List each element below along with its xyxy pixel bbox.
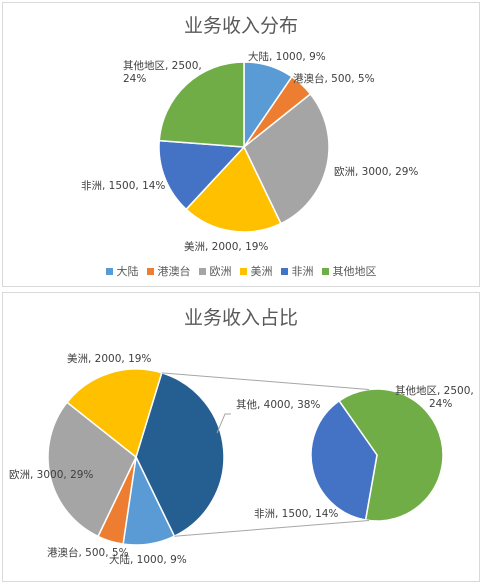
secondary-pie-slice-1 bbox=[338, 388, 444, 522]
leader-line bbox=[216, 413, 231, 434]
data-label: 大陆, 1000, 9% bbox=[109, 553, 187, 566]
legend-swatch bbox=[280, 267, 288, 275]
pie-slice-5 bbox=[158, 139, 246, 211]
legend-swatch bbox=[198, 267, 206, 275]
data-label: 其他, 4000, 38% bbox=[236, 398, 320, 411]
main-pie-slice-1 bbox=[135, 371, 225, 538]
legend-item: 其他地区 bbox=[321, 263, 377, 279]
main-pie-slice-4 bbox=[47, 401, 137, 538]
data-label: 大陆, 1000, 9% bbox=[248, 50, 326, 63]
data-label: 港澳台, 500, 5% bbox=[47, 546, 129, 559]
legend-swatch bbox=[105, 267, 113, 275]
pie-slice-4 bbox=[185, 145, 282, 233]
legend-label: 美洲 bbox=[250, 265, 273, 278]
legend-item: 美洲 bbox=[239, 263, 273, 279]
legend-swatch bbox=[146, 267, 154, 275]
main-pie-slice-5 bbox=[66, 368, 163, 459]
legend-swatch bbox=[321, 267, 329, 275]
data-label: 美洲, 2000, 19% bbox=[184, 240, 268, 253]
legend-item: 非洲 bbox=[280, 263, 314, 279]
legend-item: 大陆 bbox=[105, 263, 139, 279]
data-label: 美洲, 2000, 19% bbox=[67, 352, 151, 365]
chart-title: 业务收入占比 bbox=[183, 307, 298, 329]
chart-legend: 大陆 港澳台 欧洲 美洲 非洲 其他地区 bbox=[3, 263, 479, 279]
data-label: 欧洲, 3000, 29% bbox=[334, 166, 418, 178]
connector-line bbox=[161, 372, 370, 390]
data-label: 24% bbox=[123, 73, 146, 85]
data-label: 其他地区, 2500, bbox=[123, 59, 202, 72]
legend-swatch bbox=[239, 267, 247, 275]
legend-label: 非洲 bbox=[291, 265, 314, 278]
chart-panel-share: 业务收入占比 其他, 4000, 38% 大陆, 1000, 9% 港澳台, 500… bbox=[2, 292, 480, 582]
connector-line bbox=[174, 520, 370, 537]
pie-slice-3 bbox=[243, 92, 330, 225]
pie-slice-6 bbox=[158, 61, 245, 148]
data-label: 非洲, 1500, 14% bbox=[254, 508, 338, 520]
legend-label: 港澳台 bbox=[157, 265, 191, 278]
data-label: 非洲, 1500, 14% bbox=[81, 180, 165, 192]
secondary-pie-slice-2 bbox=[310, 399, 378, 521]
chart-title: 业务收入分布 bbox=[183, 15, 298, 37]
data-label: 24% bbox=[429, 398, 452, 410]
legend-label: 欧洲 bbox=[209, 265, 232, 278]
legend-label: 大陆 bbox=[116, 265, 139, 278]
legend-label: 其他地区 bbox=[332, 265, 377, 278]
legend-item: 欧洲 bbox=[198, 263, 232, 279]
legend-item: 港澳台 bbox=[146, 263, 191, 279]
pie-chart-distribution: 大陆, 1000, 9% 港澳台, 500, 5% 欧洲, 3000, 29% 美洲,… bbox=[81, 50, 418, 253]
data-label: 港澳台, 500, 5% bbox=[293, 72, 375, 85]
data-label: 其他地区, 2500, bbox=[395, 384, 474, 397]
pie-of-pie-chart-share: 其他, 4000, 38% 大陆, 1000, 9%港澳台, 500, 5% 欧洲,… bbox=[9, 352, 474, 566]
data-label: 欧洲, 3000, 29% bbox=[9, 469, 93, 481]
chart-panel-distribution: 业务收入分布 大陆, 1000, 9% 港澳台, 500, 5% 欧洲, 3000,… bbox=[2, 2, 480, 287]
